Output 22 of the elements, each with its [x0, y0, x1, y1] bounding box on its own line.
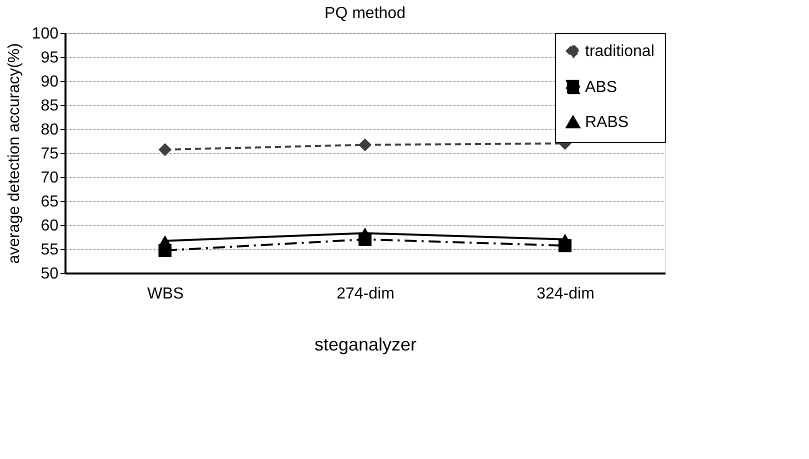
chart-title: PQ method — [324, 5, 406, 22]
y-tick-label: 100 — [32, 26, 59, 42]
point — [358, 138, 372, 152]
y-tick-label: 80 — [40, 122, 59, 138]
y-tick-label: 55 — [40, 242, 59, 258]
legend-label: ABS — [585, 79, 618, 96]
y-tick-label: 75 — [40, 146, 59, 162]
y-tick-label: 65 — [40, 194, 59, 210]
y-tick-label: 90 — [40, 74, 59, 90]
y-tick-label: 50 — [40, 266, 59, 282]
y-tick-label: 70 — [40, 170, 59, 186]
x-tick-label: 274-dim — [336, 286, 394, 302]
y-tick-label: 95 — [40, 50, 59, 66]
point — [158, 143, 172, 156]
x-axis-title: steganalyzer — [314, 334, 417, 354]
y-tick-label: 60 — [40, 218, 59, 234]
x-tick-label: 324-dim — [536, 286, 594, 302]
x-tick-label: WBS — [147, 286, 184, 302]
legend-label: traditional — [585, 43, 654, 60]
y-axis-title: average detection accuracy(%) — [6, 43, 23, 264]
legend-label: RABS — [585, 114, 629, 131]
y-tick-label: 85 — [40, 98, 59, 114]
